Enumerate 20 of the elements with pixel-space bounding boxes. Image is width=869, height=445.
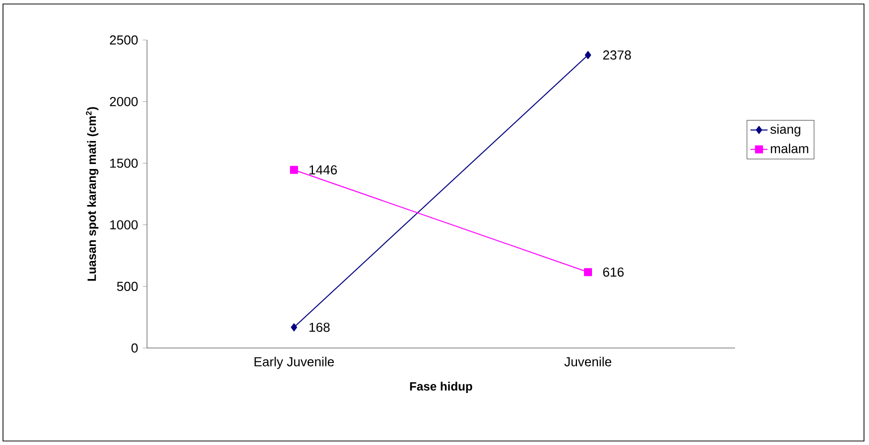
data-label: 1446	[310, 165, 337, 174]
y-tick-label: 500	[117, 282, 138, 291]
x-tick-label: Juvenile	[564, 356, 612, 366]
legend-label: malam	[770, 144, 808, 154]
point	[290, 323, 298, 332]
y-axis-title: Luasan spot karang mati (cm$^{2}$)	[86, 107, 98, 281]
data-label: 616	[603, 268, 624, 277]
point	[290, 166, 298, 174]
x-axis-title: Fase hidup	[410, 382, 472, 393]
y-tick-label: 0	[131, 343, 138, 353]
y-tick-label: 1000	[110, 220, 138, 230]
y-tick-label: 1500	[110, 158, 138, 168]
point	[584, 268, 592, 276]
y-tick-label: 2500	[110, 35, 138, 45]
point	[584, 51, 592, 60]
x-tick-label: Early Juvenile	[254, 356, 334, 369]
legend-label: siang	[770, 124, 800, 136]
y-tick-label: 2000	[110, 96, 138, 106]
data-label: 168	[310, 322, 330, 332]
data-label: 2378	[603, 50, 631, 60]
